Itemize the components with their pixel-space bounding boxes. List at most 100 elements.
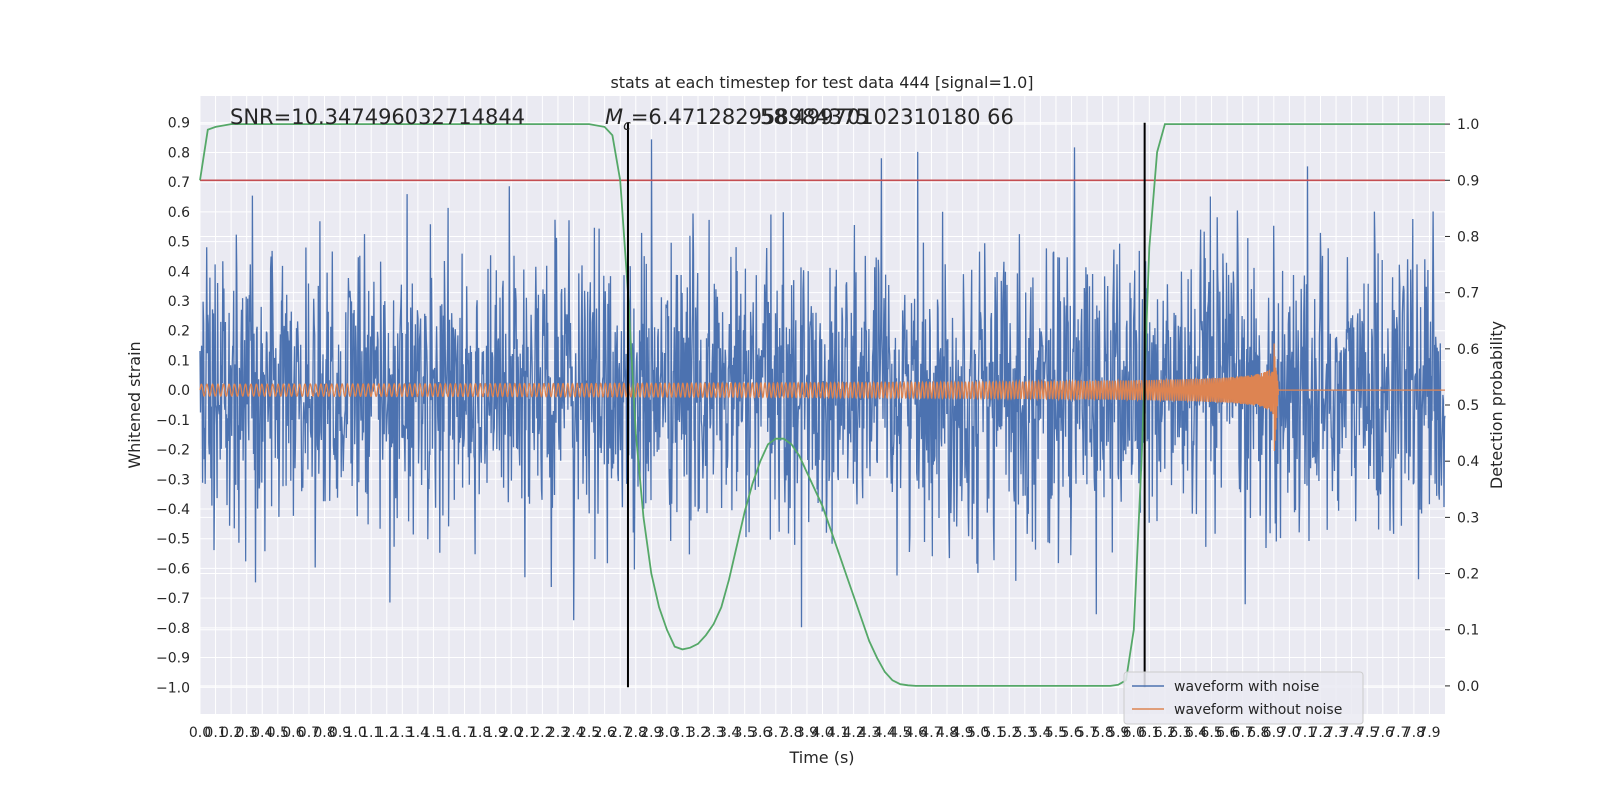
- y-right-tick-label-1: 0.9: [1457, 173, 1479, 189]
- y-right-tick-label-5: 0.5: [1457, 398, 1479, 414]
- x-tick-label-14: 1.4: [407, 725, 429, 741]
- legend-label-clean: waveform without noise: [1174, 702, 1342, 718]
- x-tick-label-56: 5.6: [1060, 725, 1082, 741]
- x-tick-label-22: 2.2: [531, 725, 553, 741]
- x-tick-label-44: 4.4: [874, 725, 896, 741]
- legend-label-noise: waveform with noise: [1174, 679, 1319, 695]
- x-tick-label-61: 6.1: [1138, 725, 1160, 741]
- y-right-tick-label-4: 0.6: [1457, 342, 1479, 358]
- y-left-tick-label-7: 0.2: [168, 324, 190, 340]
- mc-value: =6.471282958984375: [631, 105, 869, 129]
- y-right-tick-label-7: 0.3: [1457, 510, 1479, 526]
- y-right-axis-ticks: 1.0 0.9 0.8 0.7 0.6 0.5 0.4 0.3 0.2 0.1 0.0: [1445, 117, 1479, 695]
- x-tick-label-23: 2.3: [547, 725, 569, 741]
- x-tick-label-40: 4.0: [811, 725, 833, 741]
- x-tick-label-37: 3.7: [765, 725, 787, 741]
- x-tick-label-9: 0.9: [329, 725, 351, 741]
- x-tick-label-42: 4.2: [842, 725, 864, 741]
- legend-box: [1123, 671, 1364, 725]
- y-left-tick-label-17: −0.8: [156, 621, 190, 637]
- x-tick-label-70: 7.0: [1278, 725, 1300, 741]
- detection-probability-series: [199, 123, 1445, 687]
- x-tick-label-77: 7.7: [1387, 725, 1409, 741]
- x-tick-label-31: 3.1: [671, 725, 693, 741]
- y-right-tick-label-8: 0.2: [1457, 567, 1479, 583]
- x-tick-label-4: 0.4: [251, 725, 273, 741]
- x-tick-label-65: 6.5: [1200, 725, 1222, 741]
- x-tick-label-28: 2.8: [625, 725, 647, 741]
- y-right-tick-label-9: 0.1: [1457, 623, 1479, 639]
- y-left-tick-label-8: 0.1: [168, 353, 190, 369]
- waveform-with-noise-series: [199, 139, 1446, 628]
- y-right-tick-label-3: 0.7: [1457, 286, 1479, 302]
- x-tick-label-19: 1.9: [485, 725, 507, 741]
- x-tick-label-76: 7.6: [1372, 725, 1394, 741]
- x-tick-label-73: 7.3: [1325, 725, 1347, 741]
- x-tick-label-66: 6.6: [1216, 725, 1238, 741]
- y-left-tick-label-2: 0.7: [168, 175, 190, 191]
- x-tick-label-75: 7.5: [1356, 725, 1378, 741]
- x-tick-label-18: 1.8: [469, 725, 491, 741]
- x-tick-label-50: 5.0: [967, 725, 989, 741]
- x-tick-label-71: 7.1: [1294, 725, 1316, 741]
- x-tick-label-69: 6.9: [1263, 725, 1285, 741]
- x-tick-label-26: 2.6: [593, 725, 615, 741]
- x-tick-label-36: 3.6: [749, 725, 771, 741]
- x-tick-label-79: 7.9: [1418, 725, 1440, 741]
- x-tick-label-67: 6.7: [1232, 725, 1254, 741]
- x-tick-label-62: 6.2: [1154, 725, 1176, 741]
- chart-title: stats at each timestep for test data 444…: [610, 73, 1033, 92]
- x-tick-label-30: 3.0: [656, 725, 678, 741]
- y-right-tick-label-2: 0.8: [1457, 229, 1479, 245]
- x-tick-label-20: 2.0: [500, 725, 522, 741]
- x-tick-label-59: 5.9: [1107, 725, 1129, 741]
- x-tick-label-6: 0.6: [282, 725, 304, 741]
- x-tick-label-24: 2.4: [562, 725, 584, 741]
- y-left-tick-label-10: −0.1: [156, 413, 190, 429]
- x-tick-label-27: 2.7: [609, 725, 631, 741]
- x-tick-label-2: 0.2: [220, 725, 242, 741]
- y-left-axis-ticks: 0.9 0.8 0.7 0.6 0.5 0.4 0.3 0.2 0.1 0.0 −0.1 −0.2 −0…: [156, 116, 190, 697]
- y-left-tick-label-16: −0.7: [156, 591, 190, 607]
- x-tick-label-64: 6.4: [1185, 725, 1207, 741]
- x-tick-label-52: 5.2: [998, 725, 1020, 741]
- x-tick-label-12: 1.2: [376, 725, 398, 741]
- y-left-tick-label-9: 0.0: [168, 383, 190, 399]
- y-left-tick-label-13: −0.4: [156, 502, 190, 518]
- x-tick-label-5: 0.5: [267, 725, 289, 741]
- mc-symbol: M: [605, 105, 623, 129]
- x-tick-label-51: 5.1: [983, 725, 1005, 741]
- y-right-axis-label: Detection probability: [1487, 321, 1506, 489]
- y-left-tick-label-0: 0.9: [168, 116, 190, 132]
- legend: waveform with noise waveform without noi…: [1123, 671, 1364, 725]
- x-tick-label-0: 0.0: [189, 725, 211, 741]
- snr-annotation: SNR=10.347496032714844: [230, 105, 525, 129]
- x-tick-label-16: 1.6: [438, 725, 460, 741]
- y-left-tick-label-4: 0.5: [168, 235, 190, 251]
- x-tick-label-54: 5.4: [1029, 725, 1051, 741]
- x-tick-label-68: 6.8: [1247, 725, 1269, 741]
- x-tick-label-8: 0.8: [313, 725, 335, 741]
- x-tick-label-21: 2.1: [516, 725, 538, 741]
- event-markers: [626, 122, 1146, 688]
- x-tick-label-74: 7.4: [1340, 725, 1362, 741]
- mc-subscript: c: [623, 118, 631, 134]
- x-tick-label-63: 6.3: [1169, 725, 1191, 741]
- x-tick-label-47: 4.7: [920, 725, 942, 741]
- x-tick-label-48: 4.8: [936, 725, 958, 741]
- y-left-tick-label-5: 0.4: [168, 264, 190, 280]
- x-tick-label-45: 4.5: [889, 725, 911, 741]
- x-tick-label-1: 0.1: [204, 725, 226, 741]
- x-tick-label-17: 1.7: [453, 725, 475, 741]
- x-tick-label-41: 4.1: [827, 725, 849, 741]
- x-axis-ticks: 0.00.10.20.30.40.50.60.70.80.91.01.11.21…: [189, 725, 1441, 741]
- x-tick-label-25: 2.5: [578, 725, 600, 741]
- x-tick-label-10: 1.0: [344, 725, 366, 741]
- x-tick-label-34: 3.4: [718, 725, 740, 741]
- x-tick-label-38: 3.8: [780, 725, 802, 741]
- x-tick-label-33: 3.3: [702, 725, 724, 741]
- x-axis-label: Time (s): [788, 748, 854, 767]
- mc-annotation: Mc=6.471282958984375: [605, 105, 869, 134]
- y-left-tick-label-19: −1.0: [156, 680, 190, 696]
